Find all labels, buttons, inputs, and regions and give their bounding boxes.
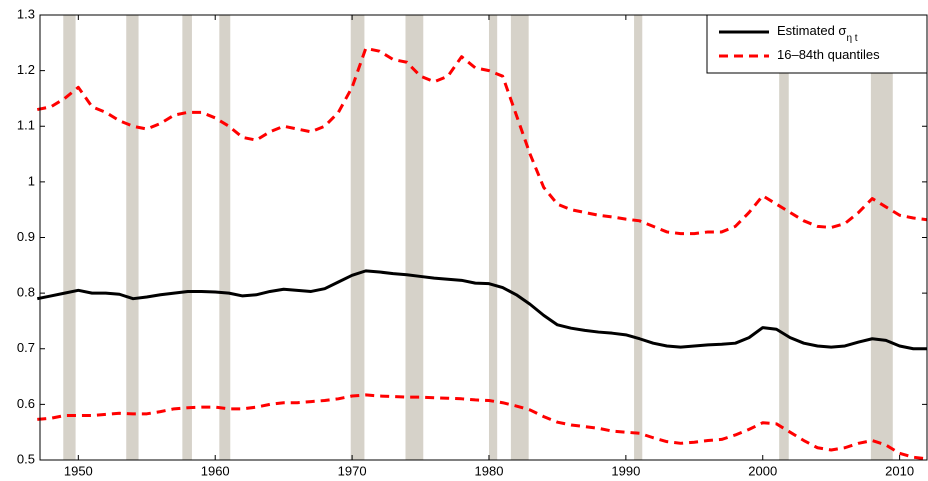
legend-label: 16–84th quantiles (777, 47, 880, 62)
x-tick-label: 2000 (748, 463, 777, 478)
shaded-period (870, 15, 893, 460)
shaded-period (126, 15, 139, 460)
y-tick-label: 0.7 (17, 340, 35, 355)
y-tick-label: 1 (28, 173, 35, 188)
y-tick-label: 1.3 (17, 6, 35, 21)
shaded-period (510, 15, 529, 460)
line (37, 393, 928, 461)
x-tick-label: 1970 (338, 463, 367, 478)
legend-label-text: Estimated σ (777, 23, 846, 38)
shaded-period (350, 15, 365, 460)
shaded-period (219, 15, 231, 460)
y-tick-label: 1.2 (17, 62, 35, 77)
y-tick-label: 0.9 (17, 229, 35, 244)
y-tick-label: 1.1 (17, 118, 35, 133)
shaded-period (488, 15, 498, 460)
legend-label-text: 16–84th quantiles (777, 47, 880, 62)
legend-box (706, 14, 928, 74)
x-tick-label: 1960 (201, 463, 230, 478)
x-tick-label: 2010 (885, 463, 914, 478)
shaded-period (634, 15, 643, 460)
y-tick-label: 0.6 (17, 396, 35, 411)
y-tick-label: 0.8 (17, 285, 35, 300)
shaded-period (182, 15, 192, 460)
plot-frame (39, 14, 928, 461)
y-tick-label: 0.5 (17, 451, 35, 466)
legend-label: Estimated ση t (777, 23, 858, 43)
legend-label-subscript: η t (846, 33, 857, 44)
line (36, 46, 928, 236)
shaded-period (779, 15, 789, 460)
x-tick-label: 1990 (611, 463, 640, 478)
x-tick-label: 1950 (64, 463, 93, 478)
shaded-period (63, 15, 76, 460)
shaded-period (405, 15, 424, 460)
line (36, 269, 927, 351)
x-tick-label: 1980 (475, 463, 504, 478)
